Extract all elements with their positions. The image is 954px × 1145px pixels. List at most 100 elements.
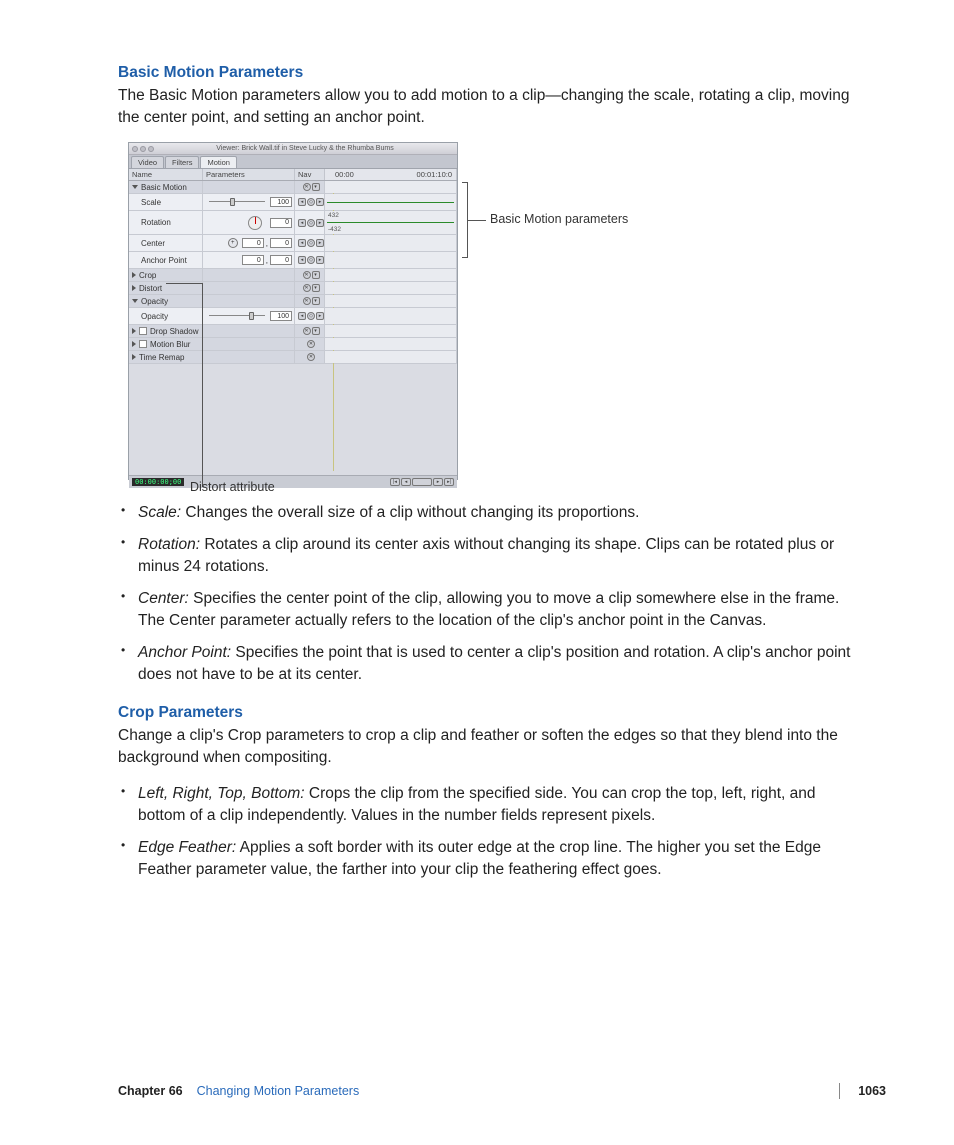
bullet-list: Left, Right, Top, Bottom: Crops the clip… — [118, 783, 864, 881]
kf-next-icon[interactable]: ▸ — [316, 239, 324, 247]
section-heading: Basic Motion Parameters — [118, 64, 864, 82]
group-drop-shadow[interactable]: Drop Shadow ✕▾ — [129, 325, 457, 338]
section-heading: Crop Parameters — [118, 704, 864, 722]
group-basic-motion[interactable]: Basic Motion ✕▾ — [129, 181, 457, 194]
disclosure-icon[interactable] — [132, 272, 136, 278]
nav-btn[interactable] — [412, 478, 432, 486]
traffic-light-icon — [132, 146, 138, 152]
callout-basic-motion: Basic Motion parameters — [490, 212, 628, 226]
reset-btn[interactable]: ✕ — [303, 327, 311, 335]
group-crop[interactable]: Crop ✕▾ — [129, 269, 457, 282]
bullet-text: Specifies the center point of the clip, … — [138, 590, 839, 629]
param-rotation: Rotation 0 ◂◇▸ 432 -432 — [129, 211, 457, 235]
section-intro: The Basic Motion parameters allow you to… — [118, 85, 864, 128]
reset-btn[interactable]: ✕ — [303, 284, 311, 292]
enable-checkbox[interactable] — [139, 340, 147, 348]
group-motion-blur[interactable]: Motion Blur ✕ — [129, 338, 457, 351]
param-opacity: Opacity 100 ◂◇▸ — [129, 308, 457, 325]
disclosure-icon[interactable] — [132, 185, 138, 189]
param-label: Rotation — [129, 211, 203, 234]
param-label: Scale — [129, 194, 203, 210]
enable-checkbox[interactable] — [139, 327, 147, 335]
menu-btn[interactable]: ▾ — [312, 183, 320, 191]
bullet-item: Left, Right, Top, Bottom: Crops the clip… — [118, 783, 864, 827]
kf-prev-icon[interactable]: ◂ — [298, 256, 306, 264]
tab-filters[interactable]: Filters — [165, 156, 199, 168]
disclosure-icon[interactable] — [132, 285, 136, 291]
kf-next-icon[interactable]: ▸ — [316, 198, 324, 206]
bullet-text: Changes the overall size of a clip witho… — [181, 504, 639, 521]
kf-next-icon[interactable]: ▸ — [316, 219, 324, 227]
timecode-display[interactable]: 00:00:00;00 — [132, 478, 184, 486]
scale-value[interactable]: 100 — [270, 197, 292, 207]
center-y[interactable]: 0 — [270, 238, 292, 248]
param-scale: Scale 100 ◂◇▸ — [129, 194, 457, 211]
kf-next-icon[interactable]: ▸ — [316, 256, 324, 264]
bullet-item: Edge Feather: Applies a soft border with… — [118, 837, 864, 881]
bullet-item: Scale: Changes the overall size of a cli… — [118, 502, 864, 524]
page-footer: Chapter 66 Changing Motion Parameters 10… — [118, 1083, 886, 1099]
nav-btn[interactable]: ▸| — [444, 478, 454, 486]
scale-slider[interactable] — [209, 199, 265, 205]
reset-btn[interactable]: ✕ — [303, 271, 311, 279]
opacity-slider[interactable] — [209, 313, 265, 319]
kf-add-icon[interactable]: ◇ — [307, 256, 315, 264]
kf-next-icon[interactable]: ▸ — [316, 312, 324, 320]
kf-prev-icon[interactable]: ◂ — [298, 239, 306, 247]
tab-motion[interactable]: Motion — [200, 156, 237, 168]
kf-prev-icon[interactable]: ◂ — [298, 312, 306, 320]
center-x[interactable]: 0 — [242, 238, 264, 248]
nav-btn[interactable]: |◂ — [390, 478, 400, 486]
reset-btn[interactable]: ✕ — [303, 183, 311, 191]
kf-add-icon[interactable]: ◇ — [307, 198, 315, 206]
bullet-text: Applies a soft border with its outer edg… — [138, 839, 821, 878]
disclosure-icon[interactable] — [132, 341, 136, 347]
kf-prev-icon[interactable]: ◂ — [298, 198, 306, 206]
bullet-item: Center: Specifies the center point of th… — [118, 588, 864, 632]
page-number: 1063 — [858, 1084, 886, 1098]
param-label: Opacity — [129, 308, 203, 324]
crosshair-icon[interactable]: + — [228, 238, 238, 248]
anchor-x[interactable]: 0 — [242, 255, 264, 265]
kf-prev-icon[interactable]: ◂ — [298, 219, 306, 227]
disclosure-icon[interactable] — [132, 328, 136, 334]
traffic-light-icon — [140, 146, 146, 152]
bullet-text: Rotates a clip around its center axis wi… — [138, 536, 834, 575]
param-label: Center — [129, 235, 203, 251]
menu-btn[interactable]: ▾ — [312, 297, 320, 305]
kf-add-icon[interactable]: ◇ — [307, 312, 315, 320]
empty-area — [129, 364, 457, 476]
reset-btn[interactable]: ✕ — [307, 340, 315, 348]
menu-btn[interactable]: ▾ — [312, 327, 320, 335]
nav-btn[interactable]: ▸ — [433, 478, 443, 486]
reset-btn[interactable]: ✕ — [307, 353, 315, 361]
opacity-value[interactable]: 100 — [270, 311, 292, 321]
section-intro: Change a clip's Crop parameters to crop … — [118, 725, 864, 768]
tab-bar: Video Filters Motion — [129, 155, 457, 169]
bullet-item: Rotation: Rotates a clip around its cent… — [118, 534, 864, 578]
chapter-label: Chapter 66 — [118, 1084, 183, 1098]
traffic-light-icon — [148, 146, 154, 152]
disclosure-icon[interactable] — [132, 354, 136, 360]
reset-btn[interactable]: ✕ — [303, 297, 311, 305]
kf-add-icon[interactable]: ◇ — [307, 219, 315, 227]
editor-footer: 00:00:00;00 |◂ ◂ ▸ ▸| — [129, 476, 457, 488]
rotation-value[interactable]: 0 — [270, 218, 292, 228]
rotation-dial[interactable] — [248, 216, 262, 230]
kf-add-icon[interactable]: ◇ — [307, 239, 315, 247]
group-time-remap[interactable]: Time Remap ✕ — [129, 351, 457, 364]
col-name: Name — [129, 169, 203, 180]
nav-btn[interactable]: ◂ — [401, 478, 411, 486]
param-anchor: Anchor Point 0,0 ◂◇▸ — [129, 252, 457, 269]
tab-video[interactable]: Video — [131, 156, 164, 168]
anchor-y[interactable]: 0 — [270, 255, 292, 265]
group-opacity[interactable]: Opacity ✕▾ — [129, 295, 457, 308]
menu-btn[interactable]: ▾ — [312, 284, 320, 292]
window-title: Viewer: Brick Wall.tif in Steve Lucky & … — [156, 145, 454, 152]
col-parameters: Parameters — [203, 169, 295, 180]
bullet-term: Anchor Point: — [138, 644, 231, 661]
motion-editor-window: Viewer: Brick Wall.tif in Steve Lucky & … — [128, 142, 458, 480]
disclosure-icon[interactable] — [132, 299, 138, 303]
bullet-term: Rotation: — [138, 536, 200, 553]
menu-btn[interactable]: ▾ — [312, 271, 320, 279]
